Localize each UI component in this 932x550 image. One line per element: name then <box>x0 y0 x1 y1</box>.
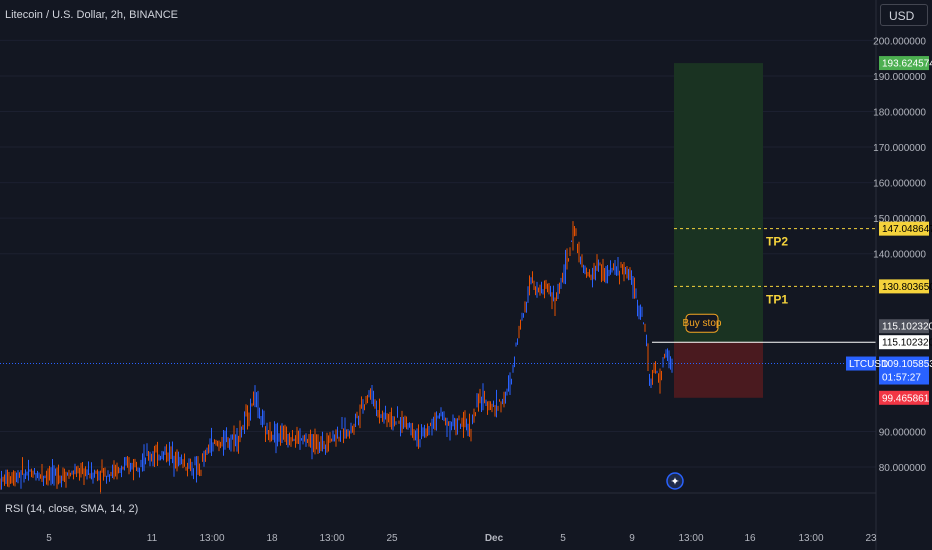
ticker-box <box>846 356 876 371</box>
loss-zone <box>674 342 763 398</box>
y-tick-label: 170.000000 <box>873 143 926 154</box>
price-label-stop-text: 99.465861 <box>882 393 930 404</box>
x-tick-label: 18 <box>266 533 278 544</box>
x-tick-label: 13:00 <box>319 533 344 544</box>
symbol-title[interactable]: Litecoin / U.S. Dollar, 2h, BINANCE <box>5 9 179 21</box>
profit-zone <box>674 63 763 343</box>
take-profit-lines: TP2 TP1 <box>674 228 876 306</box>
rsi-indicator-label[interactable]: RSI (14, close, SMA, 14, 2) <box>5 503 139 515</box>
price-label-target-text: 193.624574 <box>882 59 932 70</box>
y-tick-label: 180.000000 <box>873 108 926 119</box>
currency-selector[interactable]: USD <box>880 4 928 26</box>
y-tick-label: 200.000000 <box>873 36 926 47</box>
y-axis: 80.000000 90.000000 140.000000 150.000000 16… <box>873 36 926 474</box>
buy-stop-marker[interactable]: Buy stop <box>683 313 722 333</box>
price-label-entry <box>879 335 929 350</box>
y-tick-label: 140.000000 <box>873 250 926 261</box>
x-tick-label: 25 <box>386 533 398 544</box>
x-tick-label: 11 <box>147 533 158 544</box>
buy-stop-label: Buy stop <box>683 318 722 329</box>
x-axis: 5 11 13:00 18 13:00 25 Dec 5 9 13:00 16 13:00 23 <box>46 533 877 544</box>
price-label-tp2-text: 147.048647 <box>882 224 932 235</box>
x-tick-label: 13:00 <box>798 533 823 544</box>
price-axis-labels: 193.624574 147.048647 130.803650 115.102320… <box>879 56 932 405</box>
tp-label: TP1 <box>766 292 788 306</box>
x-tick-label: 13:00 <box>678 533 703 544</box>
price-label-current <box>879 356 929 385</box>
y-tick-label: 160.000000 <box>873 179 926 190</box>
crosshair-icon: ✦ <box>670 475 679 488</box>
price-label-target <box>879 56 929 71</box>
x-tick-label: 5 <box>46 533 52 544</box>
x-tick-label: 5 <box>560 533 566 544</box>
ticker-text: LTCUSD <box>849 359 888 370</box>
x-tick-label: 9 <box>629 533 635 544</box>
buy-stop-box[interactable] <box>685 313 719 333</box>
x-tick-label: Dec <box>485 533 504 544</box>
x-tick-label: 16 <box>744 533 756 544</box>
price-label-current-text: 109.105853 <box>882 359 932 370</box>
y-tick-label: 80.000000 <box>879 463 927 474</box>
price-label-stop <box>879 390 929 405</box>
x-tick-label: 23 <box>865 533 877 544</box>
price-label-entry-top-text: 115.102320 <box>882 322 932 333</box>
price-label-entry-top <box>879 319 929 334</box>
countdown-text: 01:57:27 <box>882 373 921 384</box>
ticker-label: LTCUSD <box>846 356 888 371</box>
price-label-entry-text: 115.102320 <box>882 338 932 349</box>
tp-label: TP2 <box>766 235 788 249</box>
y-tick-label: 90.000000 <box>879 427 927 438</box>
replay-button[interactable]: ✦ <box>666 472 684 490</box>
price-label-tp2 <box>879 221 929 236</box>
candlestick-series <box>0 221 673 494</box>
horizontal-gridlines <box>0 39 876 468</box>
price-label-tp1 <box>879 279 929 294</box>
price-label-tp1-text: 130.803650 <box>882 282 932 293</box>
y-tick-label: 190.000000 <box>873 72 926 83</box>
x-tick-label: 13:00 <box>199 533 224 544</box>
y-tick-label: 150.000000 <box>873 214 926 225</box>
